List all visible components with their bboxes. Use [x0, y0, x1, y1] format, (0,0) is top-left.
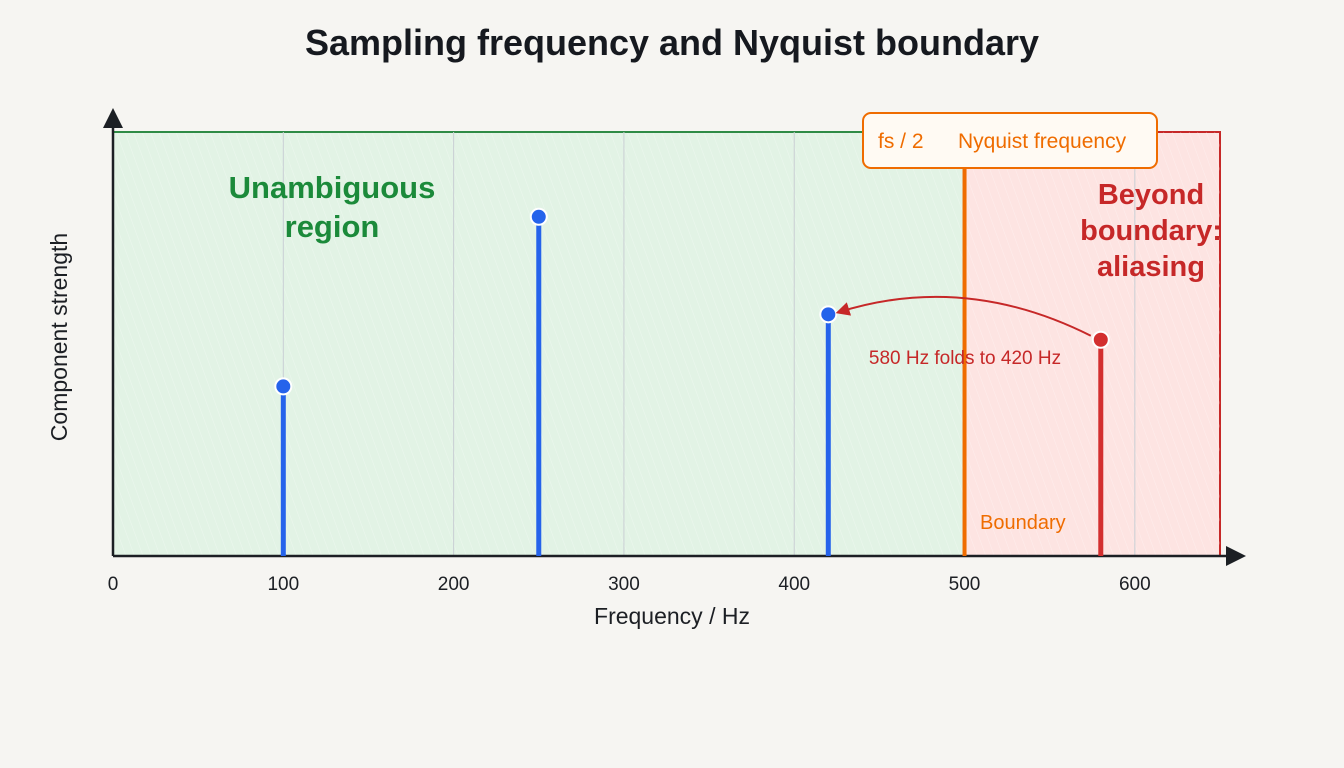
stem-marker-420: [819, 305, 838, 324]
fold-arrow: [835, 295, 1092, 337]
aliasing-region-label: Beyond: [1098, 179, 1204, 211]
unambiguous-region-label: region: [285, 209, 380, 244]
chart-title: Sampling frequency and Nyquist boundary: [304, 22, 1040, 63]
fold-annotation: 580 Hz folds to 420 Hz: [869, 348, 1061, 369]
nyquist-label-name: Nyquist frequency: [958, 130, 1127, 153]
x-tick-label: 200: [438, 574, 470, 595]
stem-marker-250: [529, 207, 548, 226]
x-tick-label: 100: [267, 574, 299, 595]
aliasing-region-label: boundary:: [1080, 215, 1222, 247]
aliasing-region-label: aliasing: [1097, 251, 1205, 283]
x-tick-label: 500: [949, 574, 981, 595]
x-tick-label: 400: [778, 574, 810, 595]
y-axis-label: Component strength: [46, 233, 72, 441]
x-tick-label: 300: [608, 574, 640, 595]
stem-marker-100: [274, 377, 293, 396]
boundary-label: Boundary: [980, 512, 1066, 534]
x-tick-label: 600: [1119, 574, 1151, 595]
x-axis-label: Frequency / Hz: [594, 603, 750, 629]
stem-marker-580: [1091, 330, 1110, 349]
aliasing-hatch: [964, 132, 1220, 556]
nyquist-label-fs: fs / 2: [878, 130, 924, 153]
unambiguous-region-label: Unambiguous: [229, 170, 436, 205]
x-tick-label: 0: [108, 574, 119, 595]
nyquist-label-box: [862, 112, 1158, 169]
